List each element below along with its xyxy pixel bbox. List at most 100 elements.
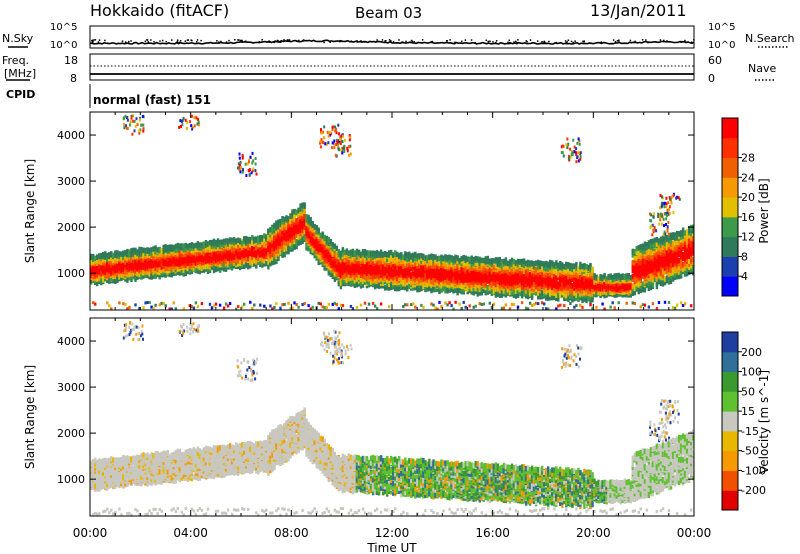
nsearch-point [430, 41, 433, 43]
echo-cell [186, 249, 189, 255]
echo-cell [452, 275, 455, 282]
echo-cell [289, 307, 292, 311]
echo-cell [237, 244, 240, 250]
nsearch-point [421, 39, 424, 41]
nsearch-point [97, 41, 100, 43]
echo-cell [277, 232, 280, 239]
echo-cell [255, 263, 258, 269]
echo-cell [321, 260, 324, 267]
echo-cell [347, 259, 351, 265]
echo-cell [373, 256, 377, 263]
freq-label-1: Freq. [2, 54, 29, 67]
echo-cell [170, 257, 173, 264]
nsearch-point [244, 40, 246, 43]
echo-cell [355, 305, 359, 309]
echo-cell [345, 276, 349, 283]
nsearch-point [350, 40, 353, 42]
echo-cell [390, 254, 393, 260]
echo-cell [190, 257, 194, 263]
echo-cell [273, 245, 276, 252]
echo-cell [301, 215, 304, 221]
echo-cell [406, 252, 409, 258]
echo-cell [383, 265, 387, 271]
echo-cell [430, 287, 433, 294]
echo-cell [373, 250, 377, 257]
nsearch-point [196, 39, 199, 41]
echo-cell [271, 307, 274, 311]
echo-cell [323, 234, 326, 241]
echo-cell [462, 254, 465, 261]
echo-cell [307, 238, 310, 244]
nsearch-point [566, 41, 568, 43]
echo-cell [150, 274, 153, 280]
echo-cell [196, 267, 200, 274]
echo-cell [277, 219, 280, 225]
echo-cell [295, 243, 298, 250]
nsearch-point [104, 39, 106, 42]
echo-cell [408, 251, 411, 258]
nsearch-point [634, 40, 636, 43]
nsearch-point [286, 39, 289, 41]
echo-cell [464, 280, 467, 287]
echo-cell [476, 256, 479, 262]
echo-cell [498, 269, 502, 276]
echo-cell [253, 303, 256, 307]
echo-cell [496, 291, 500, 297]
nsearch-point [388, 39, 391, 41]
echo-cell [120, 251, 123, 257]
echo-cell [412, 275, 415, 281]
echo-cell [291, 237, 294, 244]
echo-cell [174, 247, 177, 254]
echo-cell [273, 259, 276, 265]
nsearch-point [405, 40, 407, 43]
echo-cell [267, 254, 270, 261]
echo-cell [351, 275, 355, 281]
nsearch-point [464, 39, 467, 41]
echo-cell [406, 270, 409, 277]
echo-cell [343, 278, 347, 285]
echo-cell [281, 223, 284, 229]
echo-cell [273, 251, 276, 257]
echo-cell [198, 242, 202, 248]
echo-cell [216, 241, 220, 247]
echo-cell [440, 274, 443, 280]
echo-cell [381, 267, 385, 273]
echo-cell [462, 283, 465, 290]
echo-cell [355, 270, 359, 276]
echo-cell [309, 220, 312, 226]
echo-cell [311, 225, 314, 232]
echo-cell [480, 278, 483, 285]
echo-cell [142, 247, 145, 253]
echo-cell [337, 307, 340, 311]
echo-cell [333, 258, 336, 265]
echo-cell [297, 221, 300, 227]
echo-cell [386, 277, 389, 284]
echo-cell [216, 254, 220, 260]
echo-cell [180, 252, 183, 258]
echo-cell [412, 252, 415, 259]
echo-cell [349, 256, 353, 262]
echo-cell [152, 307, 155, 310]
echo-cell [285, 245, 288, 252]
echo-cell [371, 254, 375, 260]
echo-cell [349, 252, 353, 259]
nsearch-point [659, 39, 662, 41]
echo-cell [420, 303, 423, 307]
echo-cell [277, 240, 280, 247]
nsearch-point [583, 41, 585, 43]
echo-cell [144, 262, 147, 269]
echo-cell [285, 224, 288, 231]
echo-cell [371, 281, 375, 287]
echo-cell [392, 279, 395, 286]
nsearch-point [495, 40, 498, 42]
nsearch-point [398, 39, 400, 41]
echo-cell [255, 249, 258, 256]
echo-cell [466, 268, 469, 275]
echo-cell [490, 280, 494, 287]
echo-cell [458, 262, 461, 268]
echo-cell [162, 260, 165, 266]
freq-tick-top: 18 [64, 54, 78, 67]
nsky-trace [89, 39, 695, 45]
echo-cell [194, 242, 198, 249]
echo-cell [331, 242, 334, 248]
